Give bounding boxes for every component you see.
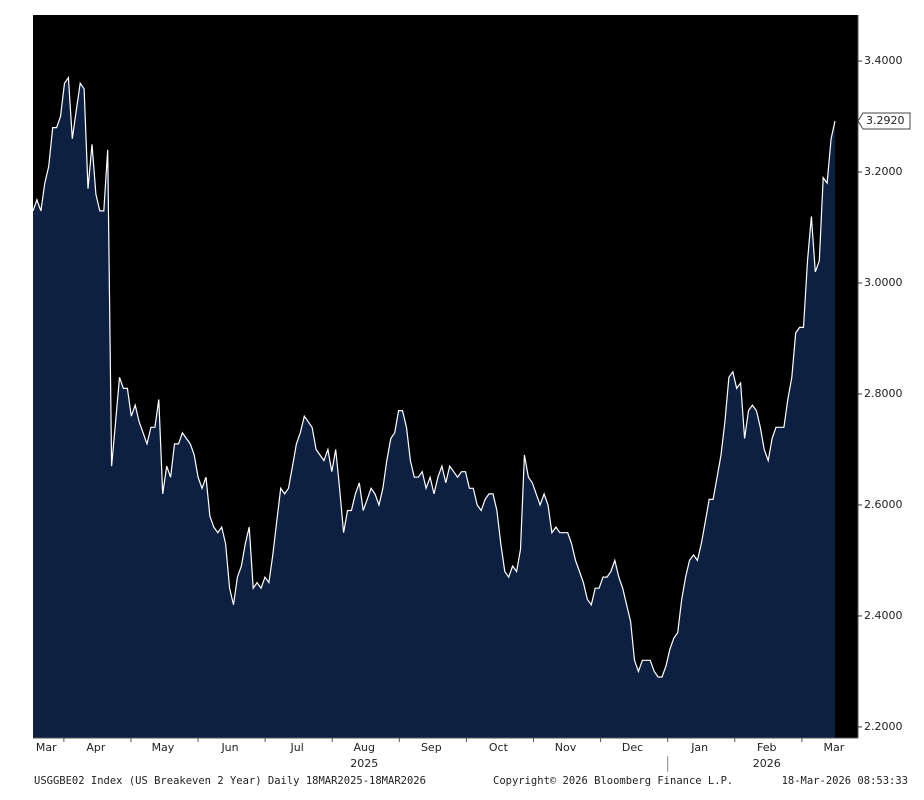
y-tick-label: 3.0000 [864, 276, 903, 289]
x-tick-label: Mar [823, 741, 844, 754]
y-tick-label: 2.6000 [864, 498, 903, 511]
x-tick-label: Sep [421, 741, 442, 754]
year-label: 2025 [350, 757, 378, 770]
last-value-label: 3.2920 [866, 114, 905, 127]
x-tick-label: May [152, 741, 175, 754]
footer-center: Copyright© 2026 Bloomberg Finance L.P. [493, 775, 733, 787]
footer-left: USGGBE02 Index (US Breakeven 2 Year) Dai… [34, 775, 426, 787]
x-tick-label: Jun [220, 741, 238, 754]
x-tick-label: Oct [489, 741, 509, 754]
y-tick-label: 2.8000 [864, 387, 903, 400]
y-tick-label: 2.4000 [864, 609, 903, 622]
x-tick-label: Apr [86, 741, 106, 754]
y-tick-label: 2.2000 [864, 720, 903, 733]
x-tick-label: Aug [353, 741, 374, 754]
x-tick-label: Jan [690, 741, 708, 754]
last-value-tag [857, 112, 911, 130]
year-label: 2026 [753, 757, 781, 770]
line [32, 75, 836, 678]
x-tick-label: Jul [289, 741, 303, 754]
x-tick-label: Nov [555, 741, 577, 754]
x-tick-label: Dec [622, 741, 643, 754]
x-tick-label: Feb [757, 741, 776, 754]
y-tick-label: 3.4000 [864, 54, 903, 67]
footer-right: 18-Mar-2026 08:53:33 [782, 775, 908, 787]
y-tick-label: 3.2000 [864, 165, 903, 178]
area [33, 77, 835, 738]
x-tick-label: Mar [36, 741, 57, 754]
